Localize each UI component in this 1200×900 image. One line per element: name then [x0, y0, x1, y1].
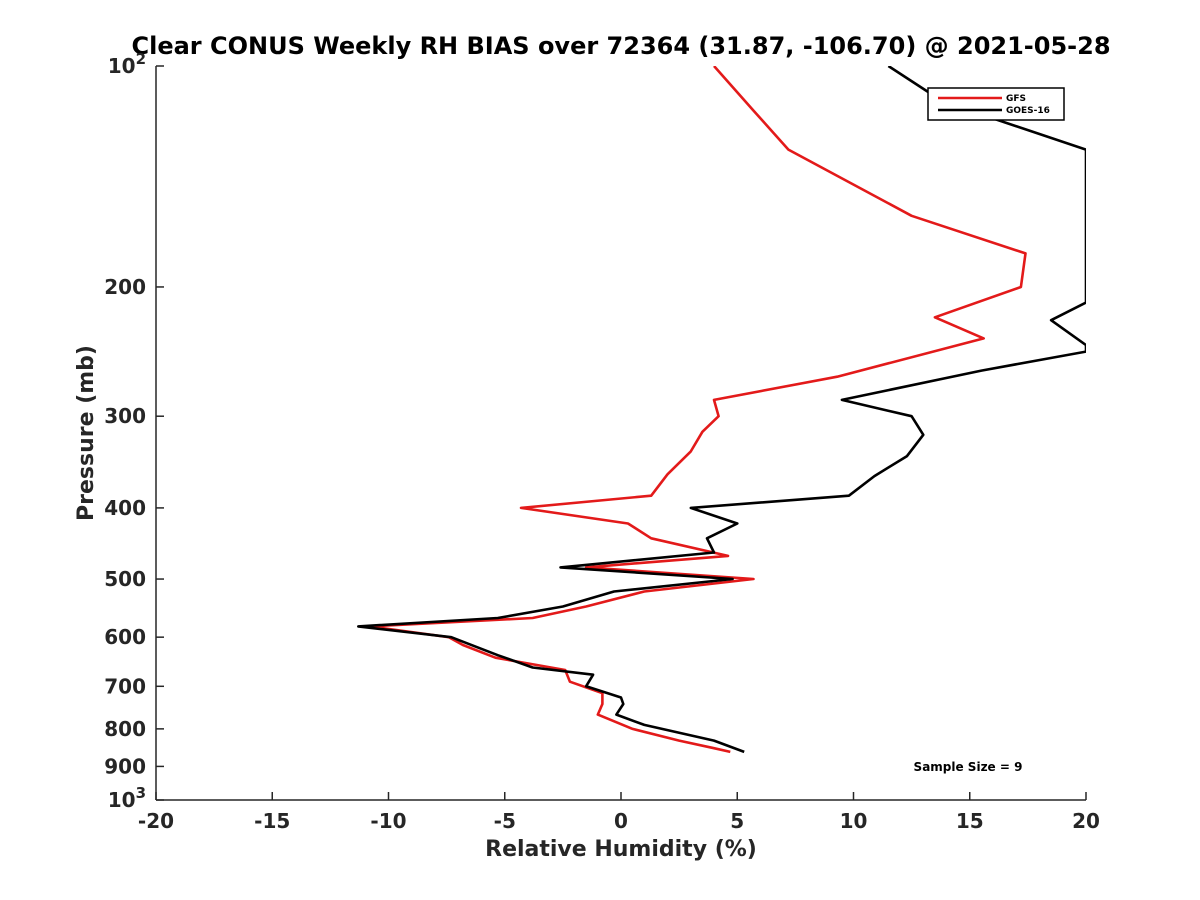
y-tick-label: 200 — [104, 275, 146, 299]
x-tick-label: -10 — [370, 809, 406, 833]
y-tick-label: 900 — [104, 754, 146, 778]
y-tick-label: 800 — [104, 717, 146, 741]
y-tick-label-exponent: 3 — [136, 784, 146, 802]
y-tick-label-base: 10 — [108, 54, 136, 78]
series-line-goes16 — [356, 66, 1086, 754]
y-tick-label-exponent: 2 — [136, 50, 146, 68]
legend: GFS GOES-16 — [927, 87, 1065, 121]
y-tick-label: 103 — [108, 784, 146, 812]
x-tick-label: -20 — [138, 809, 174, 833]
y-tick-label: 400 — [104, 496, 146, 520]
x-tick-label: 15 — [956, 809, 984, 833]
y-tick-label: 102 — [108, 50, 146, 78]
legend-box — [927, 87, 1065, 121]
x-tick-label: -15 — [254, 809, 290, 833]
x-tick-label: -5 — [494, 809, 516, 833]
sample-size-annotation: Sample Size = 9 — [914, 760, 1023, 774]
series-group — [356, 66, 1086, 754]
x-axis-label: Relative Humidity (%) — [485, 837, 757, 862]
axes-layer: -20 -15 -10 -5 0 5 10 15 20102200300400500600700… — [104, 50, 1100, 833]
series-layer — [356, 66, 1086, 754]
y-tick-label: 300 — [104, 404, 146, 428]
y-tick-label: 600 — [104, 625, 146, 649]
x-tick-label: 5 — [730, 809, 744, 833]
legend-label-goes16: GOES-16 — [1006, 106, 1050, 116]
x-tick-label: 20 — [1072, 809, 1100, 833]
y-tick-label: 700 — [104, 674, 146, 698]
y-tick-label-base: 10 — [108, 788, 136, 812]
x-tick-label: 0 — [614, 809, 628, 833]
x-tick-label: 10 — [840, 809, 868, 833]
y-axis-label: Pressure (mb) — [74, 345, 99, 521]
chart-title: Clear CONUS Weekly RH BIAS over 72364 (3… — [131, 32, 1110, 60]
y-tick-label: 500 — [104, 567, 146, 591]
series-line-gfs — [368, 66, 1027, 754]
legend-label-gfs: GFS — [1006, 94, 1026, 104]
